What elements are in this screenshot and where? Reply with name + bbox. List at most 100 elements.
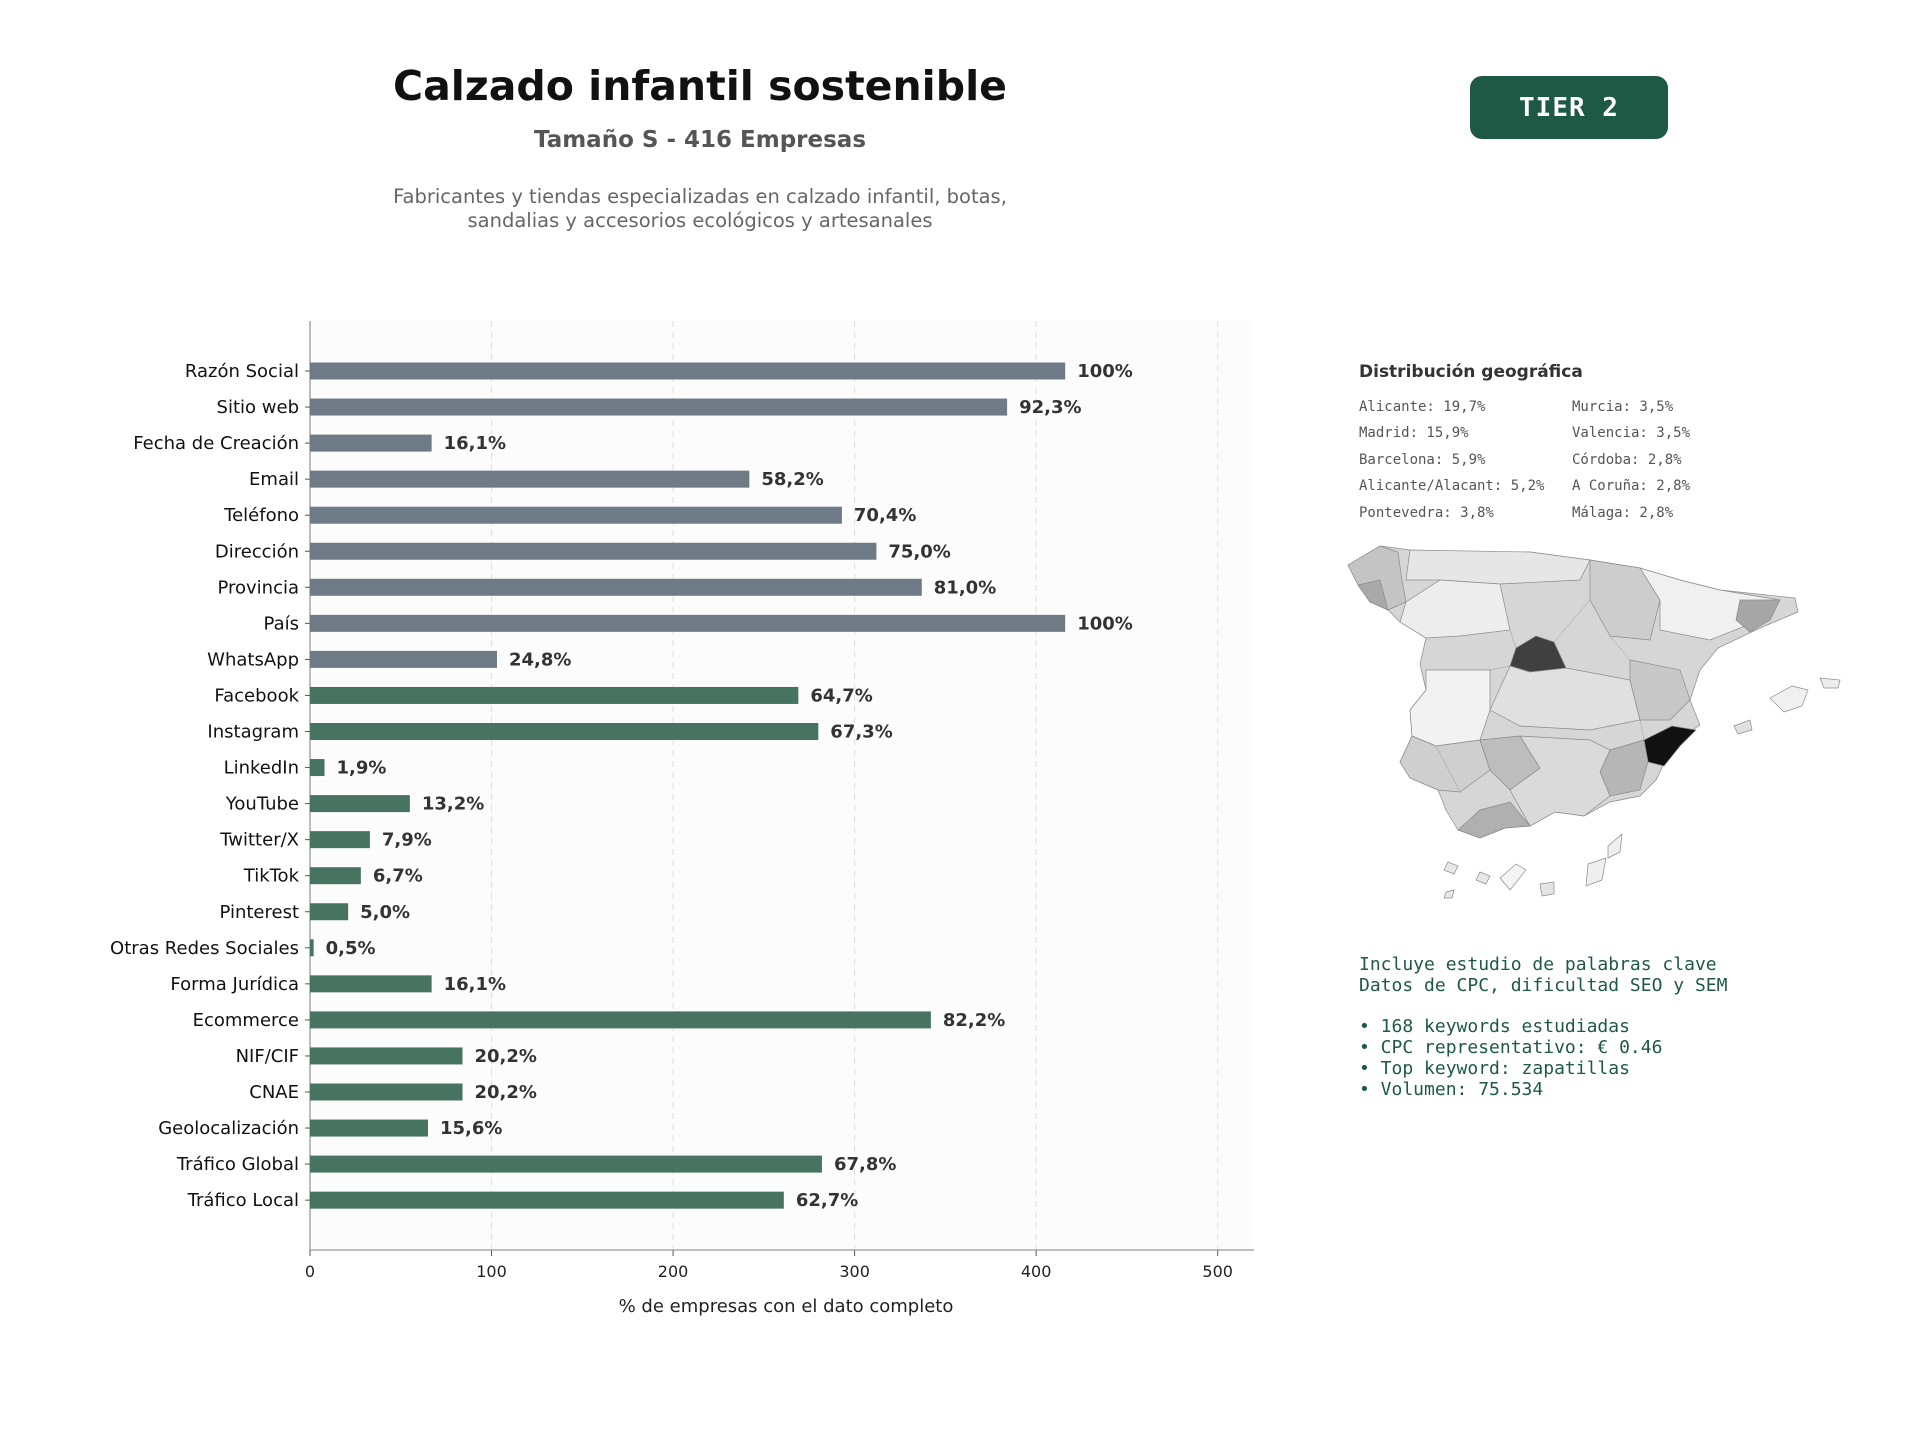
category-label: Email [249,469,299,490]
bar [310,650,497,668]
category-label: Sitio web [217,397,299,418]
region-andalucia-east [1509,735,1611,827]
category-label: Tráfico Local [187,1190,299,1211]
category-label: Dirección [215,541,299,562]
category-label: Geolocalización [158,1118,299,1139]
data-label: 70,4% [854,505,916,526]
bar [310,506,842,524]
category-label: WhatsApp [207,649,299,670]
bar [310,795,410,813]
category-label: CNAE [249,1082,299,1103]
category-label: Pinterest [219,902,299,923]
region-pontevedra [1357,579,1389,611]
spain-choropleth-map [1340,540,1841,899]
bar [310,1155,822,1173]
data-label: 20,2% [474,1046,536,1067]
geo-item: Málaga: 2,8% [1572,505,1674,521]
data-label: 13,2% [422,794,484,815]
keywords-line-2: Datos de CPC, dificultad SEO y SEM [1359,975,1728,996]
category-label: Facebook [214,685,299,706]
data-label: 62,7% [796,1190,858,1211]
category-label: Ecommerce [193,1010,299,1031]
region-barcelona [1735,599,1781,633]
keyword-bullet: • Volumen: 75.534 [1359,1079,1544,1100]
data-label: 20,2% [474,1082,536,1103]
data-label: 58,2% [761,469,823,490]
bar [310,614,1066,632]
data-label: 92,3% [1019,397,1081,418]
tier-badge: TIER 2 [1470,76,1668,139]
bar [310,1083,463,1101]
island-canary-4 [1499,863,1527,891]
data-label: 75,0% [888,541,950,562]
bar [310,398,1008,416]
keyword-bullet: • Top keyword: zapatillas [1359,1058,1630,1079]
description-line-1: Fabricantes y tiendas especializadas en … [393,185,1007,208]
category-label: Otras Redes Sociales [110,938,299,959]
bar [310,903,349,921]
island-canary-2 [1475,871,1491,885]
keyword-bullet: • 168 keywords estudiadas [1359,1016,1630,1037]
page-description: Fabricantes y tiendas especializadas en … [200,185,1200,233]
bar [310,831,370,849]
bar [310,1191,784,1209]
data-label: 82,2% [943,1010,1005,1031]
bar [310,1119,428,1137]
plot-background [310,321,1254,1250]
region-north [1405,549,1591,585]
data-label: 24,8% [509,649,571,670]
data-label: 6,7% [373,866,423,887]
region-valencia [1629,659,1691,721]
category-label: Fecha de Creación [133,433,299,454]
geo-item: Murcia: 3,5% [1572,399,1674,415]
x-tick-label: 0 [305,1262,315,1281]
description-line-2: sandalias y accesorios ecológicos y arte… [467,209,933,232]
category-label: Provincia [217,577,299,598]
geo-distribution-title: Distribución geográfica [1359,362,1583,382]
island-mallorca [1769,685,1809,713]
bar [310,759,325,777]
island-canary-5 [1539,881,1555,897]
page-subtitle: Tamaño S - 416 Empresas [533,127,867,153]
bar [310,723,819,740]
x-tick-label: 100 [476,1262,507,1281]
data-label: 5,0% [360,902,410,923]
data-label: 100% [1077,613,1133,634]
x-tick-label: 300 [839,1262,870,1281]
geo-item: Madrid: 15,9% [1359,425,1469,441]
keywords-line-1: Incluye estudio de palabras clave [1359,954,1717,975]
data-label: 0,5% [326,938,376,959]
island-ibiza [1733,719,1753,735]
category-label: Tráfico Global [176,1154,299,1175]
bar [310,434,432,452]
category-label: LinkedIn [224,758,299,779]
category-label: TikTok [243,866,300,887]
category-label: País [264,613,299,634]
island-canary-8 [1443,889,1455,899]
bar [310,1011,931,1029]
island-canary-1 [1443,861,1459,875]
category-label: YouTube [225,794,299,815]
region-extremadura [1409,669,1491,747]
geo-item: Valencia: 3,5% [1572,425,1691,441]
keyword-bullet: • CPC representativo: € 0.46 [1359,1037,1663,1058]
data-label: 16,1% [444,974,506,995]
bar [310,578,922,596]
x-tick-label: 400 [1021,1262,1052,1281]
category-label: Teléfono [223,505,299,526]
data-label: 7,9% [382,830,432,851]
bar [310,975,432,993]
data-label: 81,0% [934,577,996,598]
data-label: 16,1% [444,433,506,454]
region-malaga [1457,801,1531,839]
category-label: Forma Jurídica [170,974,299,995]
island-canary-6 [1585,857,1607,887]
data-label: 67,3% [830,722,892,743]
geo-item: Pontevedra: 3,8% [1359,505,1494,521]
geo-item: Barcelona: 5,9% [1359,452,1486,468]
bar-chart: 0 100 200 300 400 500 Razón Social 100% Sitio we… [110,321,1254,1317]
bar [310,1047,463,1065]
x-axis-label: % de empresas con el dato completo [619,1296,954,1317]
data-label: 15,6% [440,1118,502,1139]
bar [310,542,877,560]
